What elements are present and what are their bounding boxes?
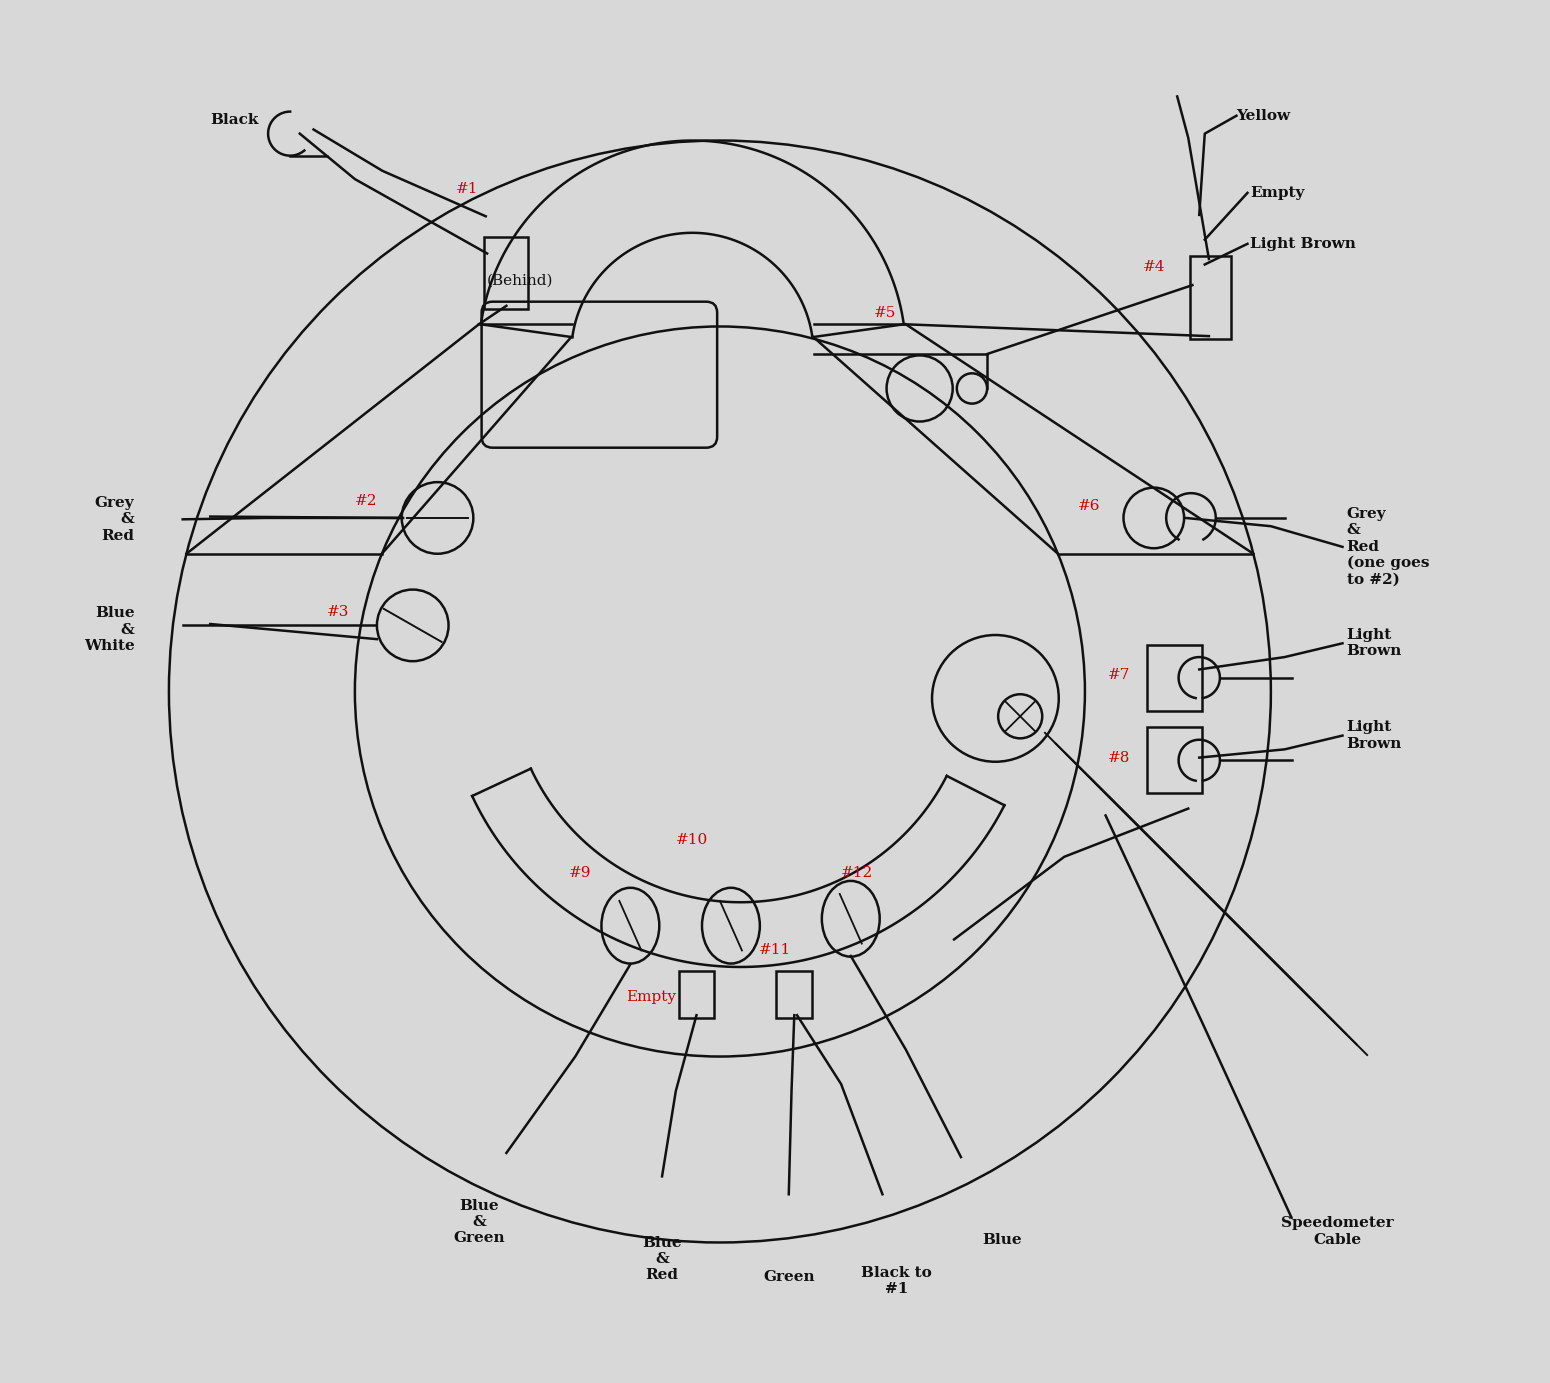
Text: Light
Brown: Light Brown <box>1347 721 1403 751</box>
Text: Blue: Blue <box>983 1232 1021 1246</box>
Text: #4: #4 <box>1142 260 1166 274</box>
Text: #8: #8 <box>1108 751 1130 765</box>
Text: #9: #9 <box>569 866 591 881</box>
Text: Blue
&
White: Blue & White <box>84 606 135 653</box>
Text: #5: #5 <box>874 306 896 319</box>
Text: Grey
&
Red: Grey & Red <box>95 496 135 542</box>
Text: #1: #1 <box>456 181 477 196</box>
Text: #7: #7 <box>1108 668 1130 682</box>
Text: Blue
&
Green: Blue & Green <box>453 1199 505 1245</box>
Text: #10: #10 <box>676 834 708 848</box>
Text: Speedometer
Cable: Speedometer Cable <box>1280 1217 1393 1246</box>
Text: #3: #3 <box>327 604 350 618</box>
Text: Light Brown: Light Brown <box>1251 236 1356 250</box>
Text: Yellow: Yellow <box>1237 109 1291 123</box>
Text: #11: #11 <box>758 943 790 957</box>
Text: Black: Black <box>211 113 259 127</box>
Text: Empty: Empty <box>626 990 676 1004</box>
Text: Grey
&
Red
(one goes
to #2): Grey & Red (one goes to #2) <box>1347 508 1429 586</box>
Text: #2: #2 <box>355 494 377 509</box>
Text: #6: #6 <box>1079 498 1100 513</box>
Text: Empty: Empty <box>1251 185 1305 201</box>
Text: (Behind): (Behind) <box>487 274 553 288</box>
Text: #12: #12 <box>842 866 873 881</box>
Text: Light
Brown: Light Brown <box>1347 628 1403 658</box>
Text: Blue
&
Red: Blue & Red <box>642 1236 682 1282</box>
Text: Black to
#1: Black to #1 <box>860 1265 932 1296</box>
Text: Green: Green <box>763 1270 815 1283</box>
